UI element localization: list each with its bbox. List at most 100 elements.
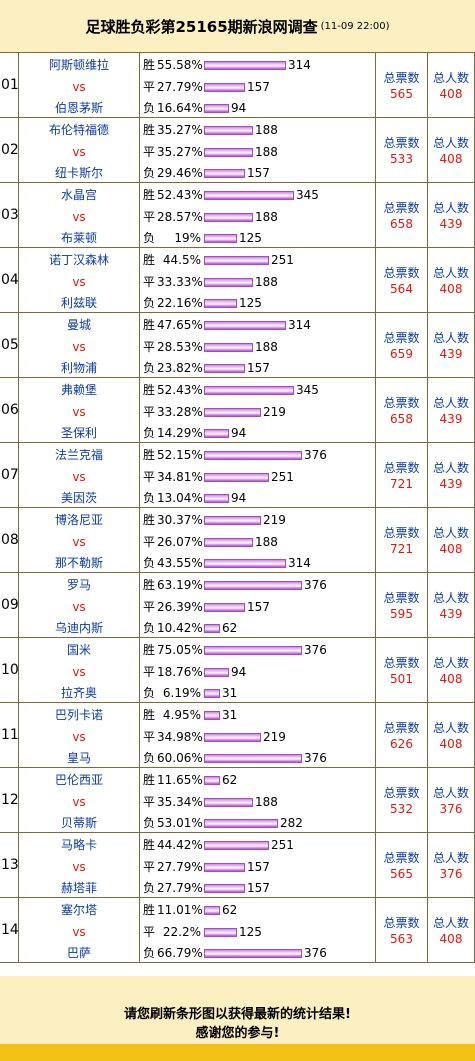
away-team[interactable]: 巴萨 [66,946,91,960]
home-team[interactable]: 博洛尼亚 [54,513,103,527]
lose-percent: 14.29% [157,426,203,440]
total-people-label: 总人数 [432,526,469,540]
total-people-value: 408 [439,87,463,101]
away-team[interactable]: 布莱顿 [60,231,97,245]
total-people-label: 总人数 [432,916,469,930]
total-votes-label: 总票数 [383,71,420,85]
lose-votes: 282 [280,816,303,830]
draw-bar [204,928,237,937]
away-team[interactable]: 贝蒂斯 [60,816,97,830]
total-votes-value: 564 [390,282,413,296]
away-team[interactable]: 伯恩茅斯 [54,101,103,115]
win-line: 胜 63.19% 376 [140,578,375,592]
home-team[interactable]: 弗赖堡 [60,383,97,397]
home-team[interactable]: 诺丁汉森林 [48,253,109,267]
total-votes-value: 595 [390,607,413,621]
total-votes-label: 总票数 [383,396,420,410]
away-team[interactable]: 圣保利 [60,426,97,440]
match-row: 06 弗赖堡 vs 圣保利 胜 52.43% 345 平 33.28% 219 … [0,378,475,443]
lose-bar [204,754,302,763]
win-bar [204,451,302,460]
home-team[interactable]: 国米 [66,643,91,657]
total-people-value: 408 [439,672,463,686]
draw-percent: 33.28% [157,405,203,419]
away-team[interactable]: 赫塔菲 [60,881,97,895]
win-bar [204,581,302,590]
home-team[interactable]: 水晶宫 [60,188,97,202]
win-bar [204,906,220,915]
total-votes-cell: 总票数 533 [375,118,427,182]
home-team[interactable]: 法兰克福 [54,448,103,462]
total-people-cell: 总人数 439 [427,573,475,637]
draw-label: 平 [143,535,156,549]
total-votes-label: 总票数 [383,461,420,475]
home-team[interactable]: 罗马 [66,578,91,592]
draw-votes: 219 [263,405,286,419]
match-number: 05 [1,337,19,353]
total-people-label: 总人数 [432,786,469,800]
total-people-cell: 总人数 408 [427,248,475,312]
away-team[interactable]: 拉齐奥 [60,686,97,700]
home-team[interactable]: 巴伦西亚 [54,773,103,787]
match-row: 02 布伦特福德 vs 纽卡斯尔 胜 35.27% 188 平 35.27% 1… [0,118,475,183]
vs-label: vs [72,860,86,874]
lose-label: 负 [143,166,156,180]
win-label: 胜 [143,58,156,72]
win-label: 胜 [143,708,156,722]
draw-percent: 22.2% [162,925,201,939]
win-votes: 345 [296,188,319,202]
lose-line: 负 53.01% 282 [140,816,375,830]
lose-label: 负 [143,101,156,115]
draw-line: 平 18.76% 94 [140,665,375,679]
vs-label: vs [72,210,86,224]
lose-votes: 125 [239,296,262,310]
lose-bar [204,884,245,893]
away-team[interactable]: 利兹联 [60,296,97,310]
lose-votes: 157 [247,361,270,375]
lose-percent: 66.79% [157,946,203,960]
home-team[interactable]: 塞尔塔 [60,903,97,917]
draw-label: 平 [143,665,156,679]
total-people-cell: 总人数 408 [427,53,475,117]
total-votes-value: 658 [390,217,413,231]
draw-percent: 26.07% [157,535,203,549]
away-team[interactable]: 纽卡斯尔 [54,166,103,180]
vote-bars: 胜 4.95% 31 平 34.98% 219 负 60.06% 376 [139,703,375,767]
home-team[interactable]: 曼城 [66,318,91,332]
home-team[interactable]: 阿斯顿维拉 [48,58,109,72]
match-teams: 博洛尼亚 vs 那不勒斯 [18,508,139,572]
win-votes: 251 [271,838,294,852]
draw-percent: 34.81% [157,470,203,484]
win-bar [204,711,220,720]
away-team[interactable]: 利物浦 [60,361,97,375]
match-row: 04 诺丁汉森林 vs 利兹联 胜 44.5% 251 平 33.33% 188… [0,248,475,313]
away-team[interactable]: 美因茨 [60,491,97,505]
draw-label: 平 [143,470,156,484]
match-teams: 法兰克福 vs 美因茨 [18,443,139,507]
total-people-value: 439 [439,477,463,491]
win-percent: 63.19% [157,578,203,592]
draw-percent: 28.53% [157,340,203,354]
total-votes-value: 659 [390,347,413,361]
total-votes-cell: 总票数 721 [375,443,427,507]
lose-bar [204,299,237,308]
lose-bar [204,689,220,698]
away-team[interactable]: 乌迪内斯 [54,621,103,635]
home-team[interactable]: 马略卡 [60,838,97,852]
draw-votes: 188 [255,275,278,289]
lose-line: 负 13.04% 94 [140,491,375,505]
lose-votes: 157 [247,166,270,180]
away-team[interactable]: 皇马 [66,751,91,765]
draw-votes: 188 [255,340,278,354]
total-votes-cell: 总票数 658 [375,183,427,247]
page-footer: 请您刷新条形图以获得最新的统计结果! 感谢您的参与! [0,976,475,1061]
away-team[interactable]: 那不勒斯 [54,556,103,570]
draw-line: 平 35.27% 188 [140,145,375,159]
home-team[interactable]: 巴列卡诺 [54,708,103,722]
match-number: 13 [1,857,19,873]
vote-bars: 胜 44.5% 251 平 33.33% 188 负 22.16% 125 [139,248,375,312]
total-people-label: 总人数 [432,71,469,85]
draw-label: 平 [143,730,156,744]
home-team[interactable]: 布伦特福德 [48,123,109,137]
